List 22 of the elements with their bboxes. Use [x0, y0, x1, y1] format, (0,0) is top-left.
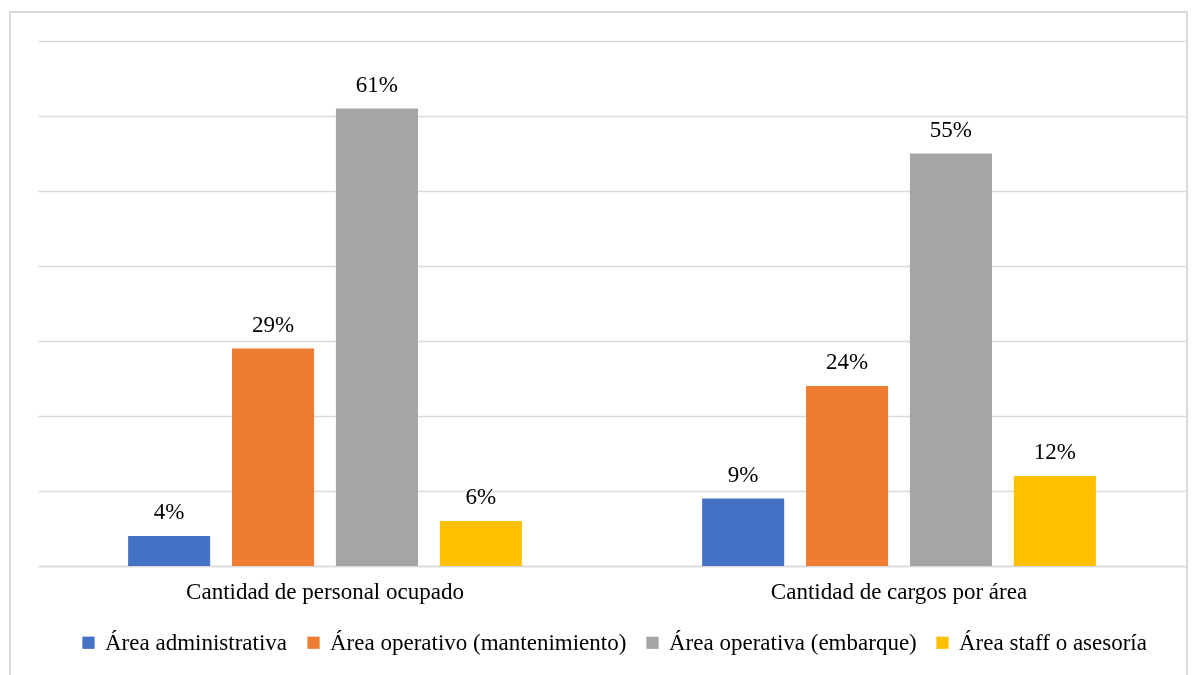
- bar: [128, 536, 211, 566]
- data-label: 6%: [465, 484, 497, 509]
- bar: [806, 386, 889, 566]
- data-label: 24%: [825, 349, 869, 374]
- legend-label: Área operativa (embarque): [669, 629, 917, 655]
- data-label: 29%: [251, 311, 295, 337]
- bar: [439, 521, 522, 566]
- data-label: 12%: [1033, 439, 1076, 464]
- x-tick-label: Cantidad de personal ocupado: [186, 578, 464, 604]
- data-label: 55%: [929, 116, 973, 142]
- bar: [1013, 476, 1096, 566]
- bar: [335, 108, 418, 566]
- legend-label: Área staff o asesoría: [959, 629, 1147, 655]
- data-label: 4%: [153, 499, 185, 524]
- data-label: 9%: [727, 461, 759, 487]
- bar: [702, 498, 785, 566]
- legend-label: Área administrativa: [105, 629, 288, 655]
- legend-label: Área operativo (mantenimiento): [330, 629, 627, 655]
- bar: [232, 348, 315, 566]
- bar: [909, 153, 992, 566]
- data-label: 61%: [355, 71, 399, 97]
- x-tick-label: Cantidad de cargos por área: [770, 578, 1028, 604]
